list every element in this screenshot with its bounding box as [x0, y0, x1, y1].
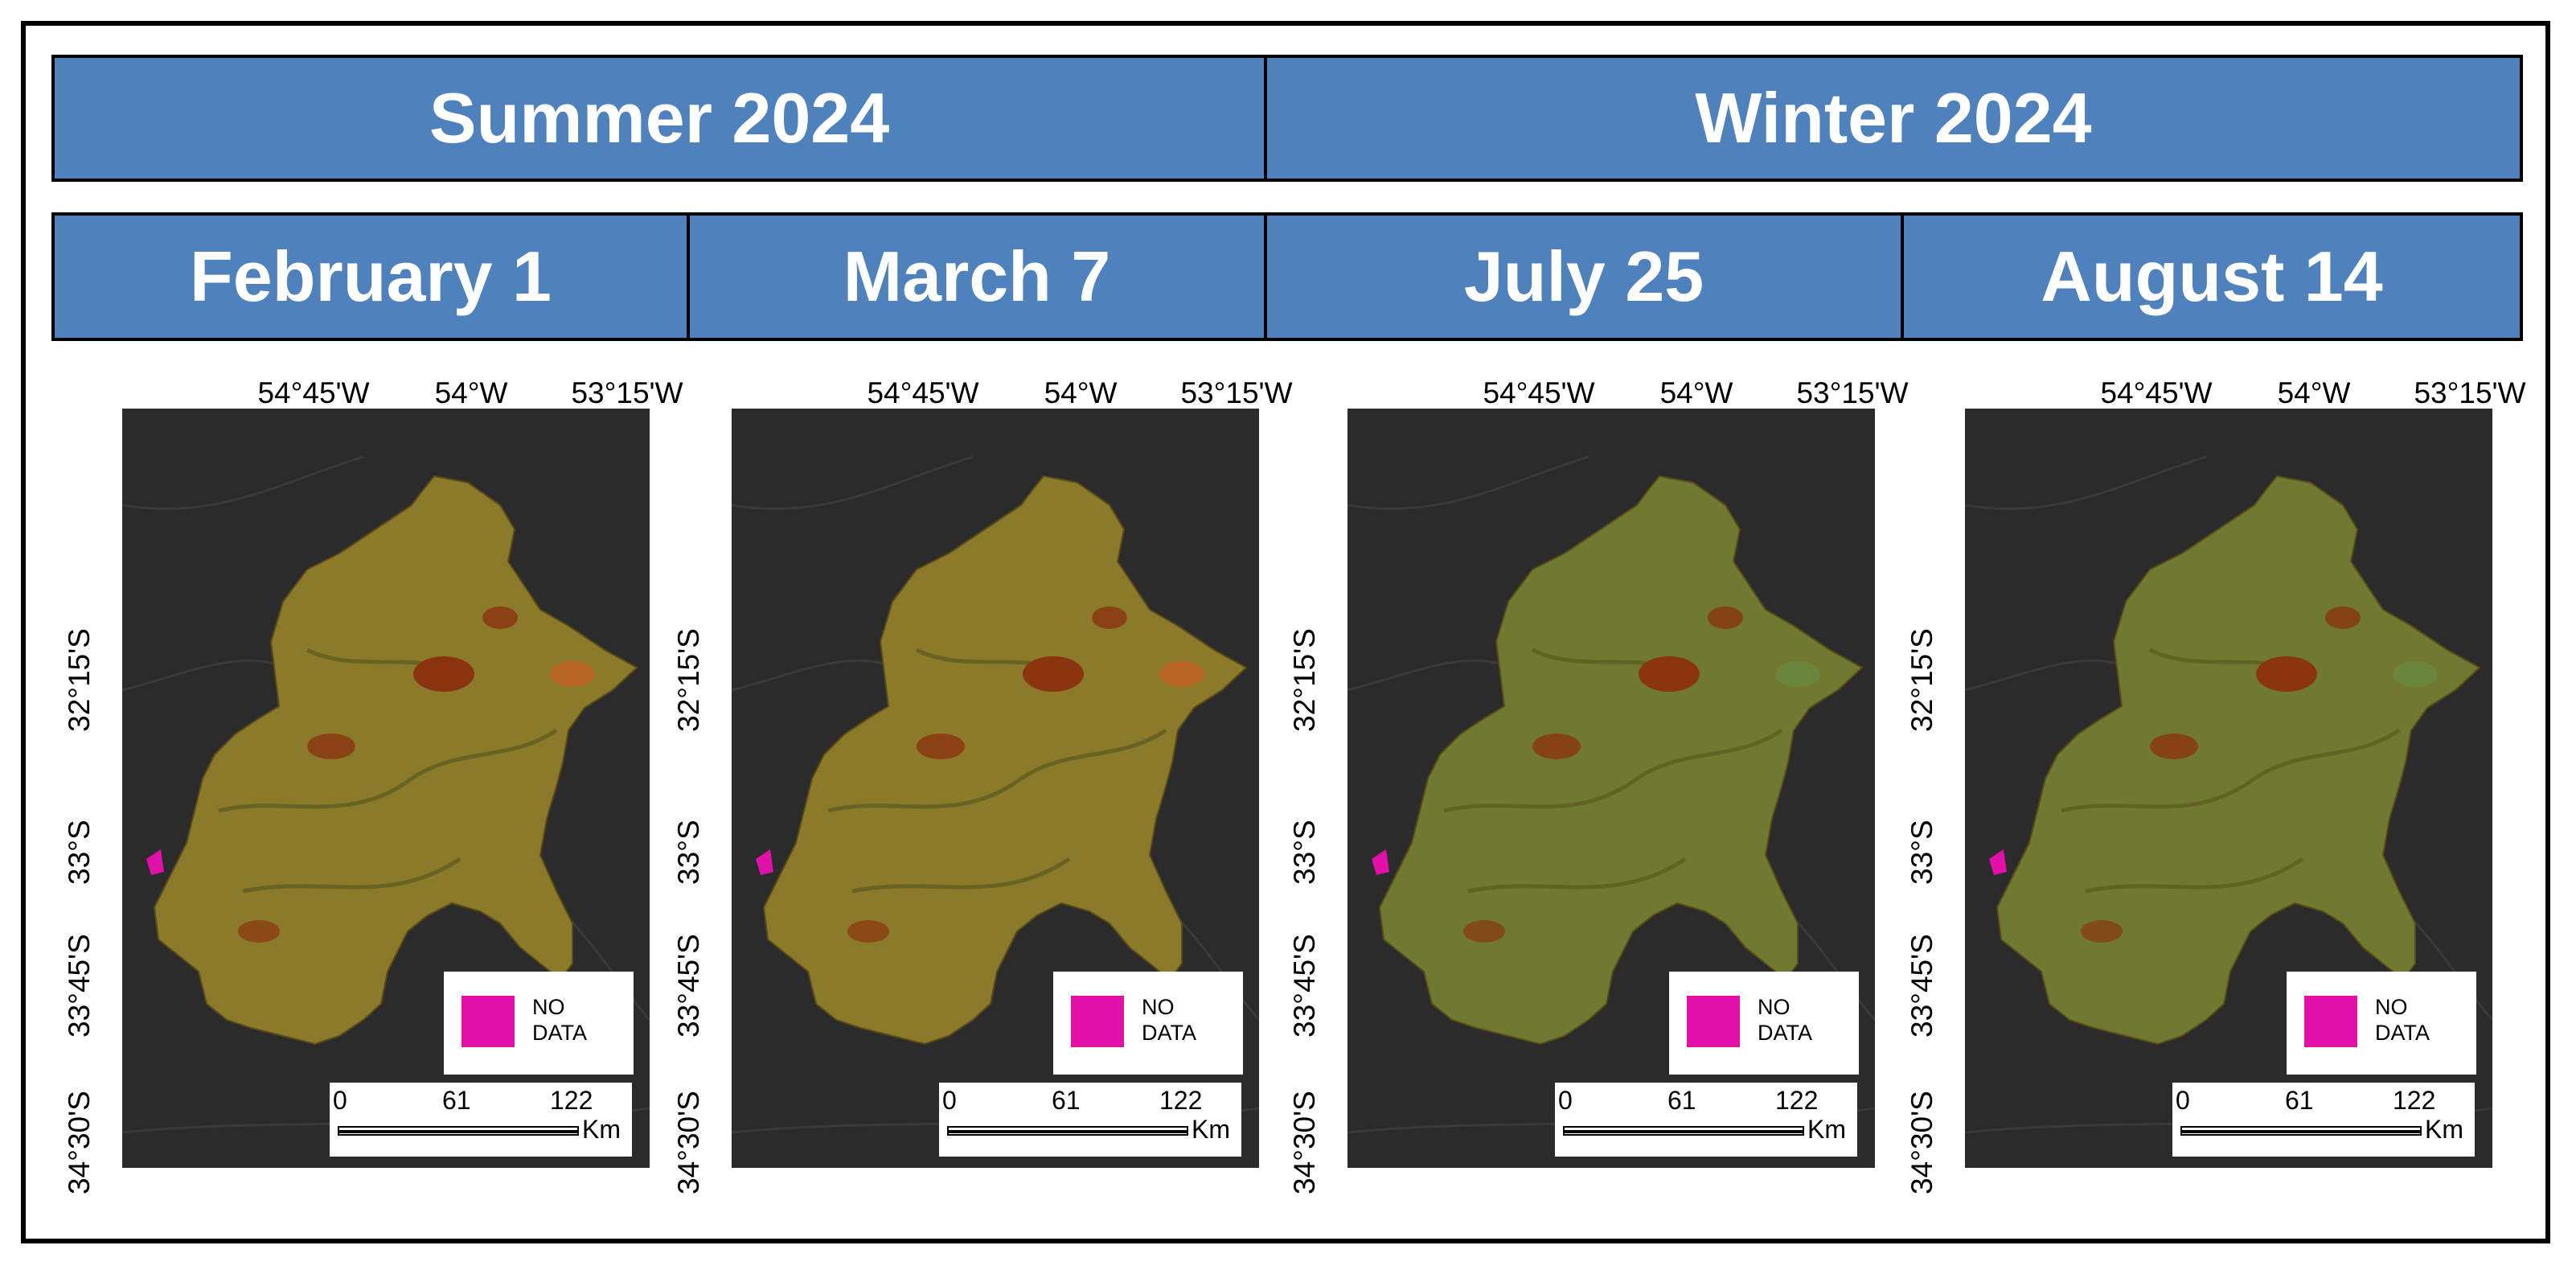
- lon-label: 54°45'W: [867, 376, 979, 409]
- lat-label: 33°45'S: [1905, 934, 1938, 1038]
- map-frame: NO DATA 0 61 122 Km: [1965, 409, 2492, 1168]
- scale-bar-graphic: [338, 1126, 579, 1136]
- lat-label: 34°30'S: [1288, 1091, 1321, 1194]
- no-data-legend: NO DATA: [1669, 972, 1859, 1075]
- no-data-swatch: [1071, 996, 1124, 1047]
- lon-label: 54°W: [2277, 376, 2351, 409]
- lat-label: 34°30'S: [672, 1091, 705, 1194]
- no-data-area: [1372, 849, 1389, 875]
- lon-label: 54°45'W: [1483, 376, 1595, 409]
- lon-label: 53°15'W: [1180, 376, 1293, 409]
- scale-bar: 0 61 122 Km: [330, 1083, 632, 1157]
- map-panel-mar: 54°45'W 54°W 53°15'W 32°15'S 33°S 33°45'S 34°3…: [666, 354, 1293, 1194]
- lat-label: 32°15'S: [1288, 628, 1321, 732]
- lat-label: 33°45'S: [63, 934, 96, 1038]
- scale-bar: 0 61 122 Km: [2172, 1083, 2475, 1157]
- scale-tick: 61: [442, 1086, 471, 1115]
- no-data-swatch: [2304, 996, 2357, 1047]
- no-data-legend: NO DATA: [2287, 972, 2476, 1075]
- legend-line-2: DATA: [532, 1021, 588, 1045]
- no-data-swatch: [461, 996, 515, 1047]
- lon-label: 53°15'W: [571, 376, 683, 409]
- scale-tick: 0: [1558, 1086, 1573, 1115]
- scale-tick: 122: [1775, 1086, 1819, 1115]
- no-data-legend: NO DATA: [444, 972, 634, 1075]
- scale-tick: 0: [333, 1086, 347, 1115]
- season-header-summer: Summer 2024: [51, 55, 1267, 182]
- lon-label: 54°W: [1659, 376, 1733, 409]
- lat-label: 32°15'S: [672, 628, 705, 732]
- scale-tick: 0: [2176, 1086, 2190, 1115]
- legend-line-1: NO: [532, 995, 565, 1019]
- no-data-area: [1989, 849, 2007, 875]
- no-data-swatch: [1687, 996, 1740, 1047]
- no-data-label: NO DATA: [1758, 994, 1846, 1046]
- map-panel-feb: 54°45'W 54°W 53°15'W 32°15'S 33°S 33°45'S 34°3…: [56, 354, 683, 1194]
- lon-label: 54°W: [434, 376, 508, 409]
- no-data-area: [146, 849, 164, 875]
- no-data-area: [756, 849, 773, 875]
- season-header-winter: Winter 2024: [1267, 55, 2523, 182]
- lat-label: 34°30'S: [63, 1091, 96, 1194]
- lat-label: 33°45'S: [672, 934, 705, 1038]
- scale-unit: Km: [582, 1115, 621, 1144]
- scale-tick: 61: [1667, 1086, 1696, 1115]
- map-image: [1347, 409, 1875, 1168]
- legend-line-2: DATA: [1142, 1021, 1197, 1045]
- lon-label: 54°45'W: [257, 376, 370, 409]
- date-header-aug: August 14: [1904, 212, 2523, 341]
- scale-bar-graphic: [2180, 1126, 2422, 1136]
- map-frame: NO DATA 0 61 122 Km: [732, 409, 1259, 1168]
- lat-label: 33°S: [672, 820, 705, 885]
- scale-bar-graphic: [947, 1126, 1188, 1136]
- lon-label: 54°45'W: [2100, 376, 2213, 409]
- lat-label: 33°S: [1905, 820, 1938, 885]
- map-panel-jul: 54°45'W 54°W 53°15'W 32°15'S 33°S 33°45'S 34°3…: [1282, 354, 1909, 1194]
- no-data-label: NO DATA: [1142, 994, 1230, 1046]
- lon-label: 53°15'W: [1796, 376, 1909, 409]
- map-frame: NO DATA 0 61 122 Km: [122, 409, 650, 1168]
- legend-line-2: DATA: [2375, 1021, 2430, 1045]
- lon-label: 53°15'W: [2414, 376, 2526, 409]
- lat-label: 33°45'S: [1288, 934, 1321, 1038]
- no-data-label: NO DATA: [532, 994, 621, 1046]
- legend-line-2: DATA: [1758, 1021, 1813, 1045]
- date-header-jul: July 25: [1267, 212, 1904, 341]
- scale-tick: 0: [942, 1086, 957, 1115]
- scale-tick: 122: [550, 1086, 593, 1115]
- legend-line-1: NO: [2375, 995, 2408, 1019]
- lat-label: 33°S: [1288, 820, 1321, 885]
- date-header-row: February 1 March 7 July 25 August 14: [51, 212, 2523, 341]
- scale-bar-graphic: [1563, 1126, 1804, 1136]
- scale-bar: 0 61 122 Km: [939, 1083, 1241, 1157]
- lat-label: 34°30'S: [1905, 1091, 1938, 1194]
- lat-label: 32°15'S: [1905, 628, 1938, 732]
- map-frame: NO DATA 0 61 122 Km: [1347, 409, 1875, 1168]
- scale-unit: Km: [1192, 1115, 1230, 1144]
- lat-label: 33°S: [63, 820, 96, 885]
- scale-tick: 122: [2393, 1086, 2436, 1115]
- legend-line-1: NO: [1758, 995, 1790, 1019]
- date-header-mar: March 7: [690, 212, 1267, 341]
- season-header-row: Summer 2024 Winter 2024: [51, 55, 2523, 182]
- scale-unit: Km: [2425, 1115, 2463, 1144]
- no-data-label: NO DATA: [2375, 994, 2463, 1046]
- legend-line-1: NO: [1142, 995, 1175, 1019]
- scale-tick: 122: [1159, 1086, 1203, 1115]
- map-panel-aug: 54°45'W 54°W 53°15'W 32°15'S 33°S 33°45'S 34°3…: [1899, 354, 2526, 1194]
- scale-unit: Km: [1807, 1115, 1846, 1144]
- no-data-legend: NO DATA: [1053, 972, 1243, 1075]
- scale-tick: 61: [2285, 1086, 2314, 1115]
- scale-tick: 61: [1052, 1086, 1081, 1115]
- lat-label: 32°15'S: [63, 628, 96, 732]
- date-header-feb: February 1: [51, 212, 690, 341]
- lon-label: 54°W: [1044, 376, 1118, 409]
- scale-bar: 0 61 122 Km: [1555, 1083, 1857, 1157]
